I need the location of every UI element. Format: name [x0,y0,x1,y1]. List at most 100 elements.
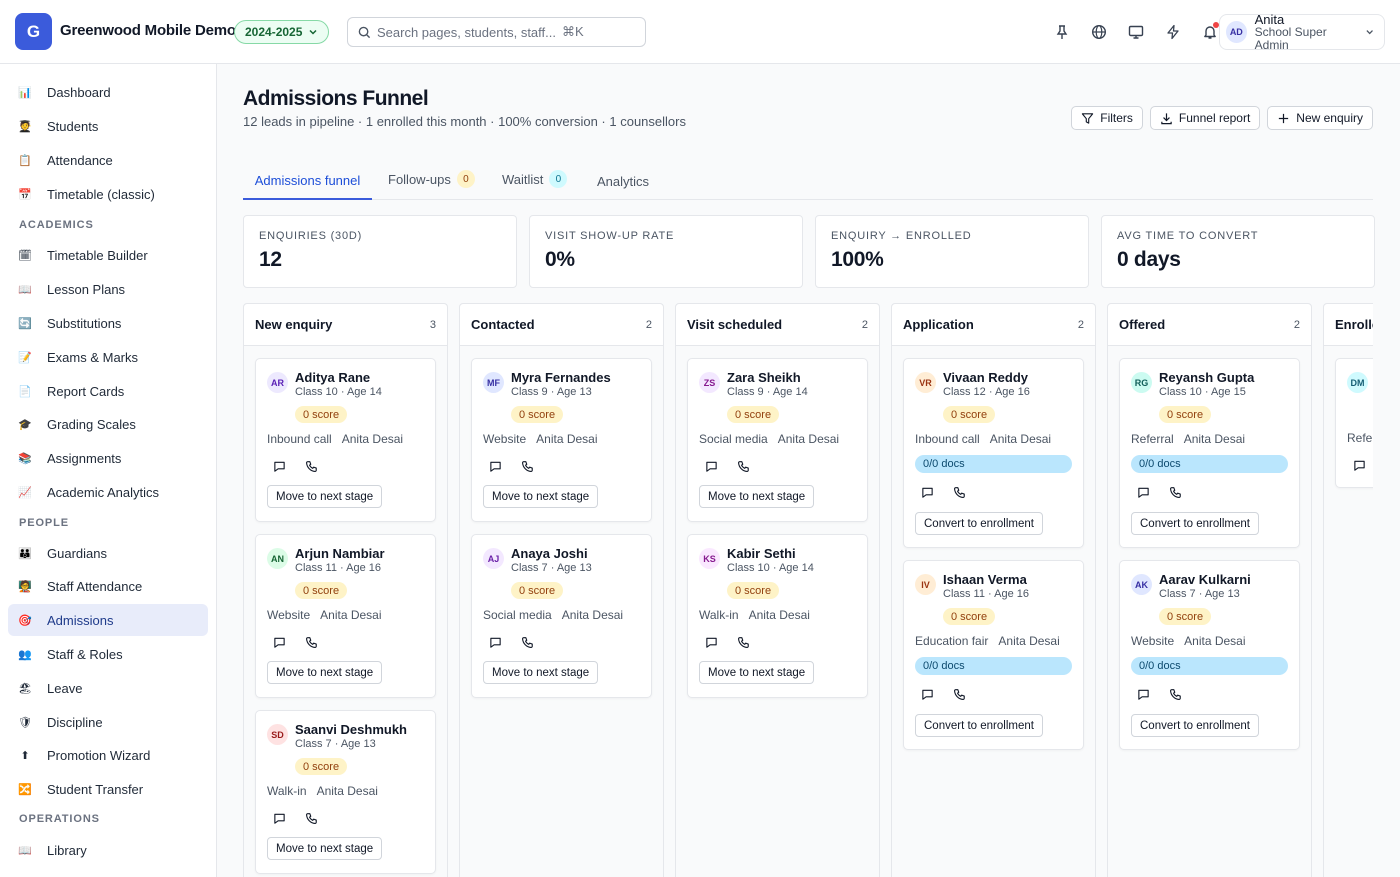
phone-icon[interactable] [737,460,750,473]
move-to-next-stage-button[interactable]: Move to next stage [483,485,599,508]
kanban-board: New enquiry 3 AR Aditya Rane Class 10 · Age … [243,303,1373,877]
lead-source: Walk-in [699,608,739,622]
message-icon[interactable] [273,460,286,473]
message-icon[interactable] [705,636,718,649]
lead-card[interactable]: MF Myra Fernandes Class 9 · Age 13 0 score W… [471,358,652,522]
filters-button[interactable]: Filters [1071,106,1143,130]
kanban-column: Visit scheduled 2 ZS Zara Sheikh Class 9 · A… [675,303,880,877]
message-icon[interactable] [1137,486,1150,499]
move-to-next-stage-button[interactable]: Move to next stage [267,837,383,860]
sidebar-item-staff-roles[interactable]: 👥 Staff & Roles [8,638,208,670]
phone-icon[interactable] [953,688,966,701]
phone-icon[interactable] [1169,688,1182,701]
funnel-report-button[interactable]: Funnel report [1149,106,1261,130]
convert-to-enrollment-button[interactable]: Convert to enrollment [1131,714,1259,737]
sidebar-item-promotion-wizard[interactable]: ⬆ Promotion Wizard [8,739,208,771]
message-icon[interactable] [489,636,502,649]
sidebar-item-admissions[interactable]: 🎯 Admissions [8,604,208,636]
global-search-input[interactable]: Search pages, students, staff... ⌘K [347,17,646,47]
lead-card[interactable]: IV Ishaan Verma Class 11 · Age 16 0 score Ed… [903,560,1084,750]
sidebar-item-label: Attendance [47,152,113,168]
tab-waitlist[interactable]: Waitlist 0 [502,160,568,198]
message-icon[interactable] [921,486,934,499]
tab-admissions-funnel[interactable]: Admissions funnel [243,162,372,200]
sidebar-item-exams-marks[interactable]: 📝 Exams & Marks [8,341,208,373]
move-to-next-stage-button[interactable]: Move to next stage [267,485,383,508]
move-to-next-stage-button[interactable]: Move to next stage [699,661,815,684]
sidebar-item-discipline[interactable]: 🛡 Discipline [8,706,208,738]
lead-card[interactable]: SD Saanvi Deshmukh Class 7 · Age 13 0 score… [255,710,436,874]
score-badge: 0 score [295,582,348,599]
sidebar-item-attendance[interactable]: 📋 Attendance [8,144,208,176]
lead-card[interactable]: AJ Anaya Joshi Class 7 · Age 13 0 score Soci… [471,534,652,698]
new-enquiry-button[interactable]: New enquiry [1267,106,1373,130]
lead-card[interactable]: AN Arjun Nambiar Class 11 · Age 16 0 score W… [255,534,436,698]
score-badge: 0 score [727,582,780,599]
lightning-icon[interactable] [1161,20,1185,44]
sidebar-item-library[interactable]: 📖 Library [8,834,208,866]
lead-card[interactable]: DM Referral [1335,358,1373,488]
lead-card[interactable]: ZS Zara Sheikh Class 9 · Age 14 0 score Soci… [687,358,868,522]
academic-year-selector[interactable]: 2024-2025 [234,20,330,44]
phone-icon[interactable] [1169,486,1182,499]
lead-card[interactable]: AK Aarav Kulkarni Class 7 · Age 13 0 score W… [1119,560,1300,750]
globe-icon[interactable] [1087,20,1111,44]
lead-class-age: Class 9 · Age 14 [727,386,808,398]
lead-card[interactable]: AR Aditya Rane Class 10 · Age 14 0 score Inb… [255,358,436,522]
sidebar-item-dashboard[interactable]: 📊 Dashboard [8,76,208,108]
sidebar-item-substitutions[interactable]: 🔄 Substitutions [8,307,208,339]
message-icon[interactable] [921,688,934,701]
sidebar-item-report-cards[interactable]: 📄 Report Cards [8,375,208,407]
tab-analytics[interactable]: Analytics [597,162,649,200]
phone-icon[interactable] [305,460,318,473]
sidebar-item-students[interactable]: 🧑‍🎓 Students [8,110,208,142]
sidebar-item-academic-analytics[interactable]: 📈 Academic Analytics [8,476,208,508]
filter-icon [1082,112,1094,124]
phone-icon[interactable] [305,812,318,825]
phone-icon[interactable] [521,460,534,473]
sidebar-item-leave[interactable]: 🏖 Leave [8,672,208,704]
user-menu[interactable]: AD Anita School Super Admin [1219,13,1385,51]
move-to-next-stage-button[interactable]: Move to next stage [699,485,815,508]
convert-to-enrollment-button[interactable]: Convert to enrollment [1131,512,1259,535]
message-icon[interactable] [1137,688,1150,701]
phone-icon[interactable] [737,636,750,649]
message-icon[interactable] [705,460,718,473]
lead-card[interactable]: VR Vivaan Reddy Class 12 · Age 16 0 score In… [903,358,1084,548]
sidebar-item-timetable-classic[interactable]: 📅 Timetable (classic) [8,178,208,210]
sidebar-item-student-transfer[interactable]: 🔀 Student Transfer [8,773,208,805]
avatar: AN [267,548,288,569]
lead-class-age: Class 7 · Age 13 [511,562,592,574]
sidebar-item-guardians[interactable]: 👪 Guardians [8,537,208,569]
app-logo[interactable]: G [15,13,52,50]
message-icon[interactable] [273,812,286,825]
lead-card[interactable]: KS Kabir Sethi Class 10 · Age 14 0 score Wal… [687,534,868,698]
monitor-icon[interactable] [1124,20,1148,44]
score-badge: 0 score [511,406,564,423]
kanban-column: Contacted 2 MF Myra Fernandes Class 9 · Age … [459,303,664,877]
move-to-next-stage-button[interactable]: Move to next stage [483,661,599,684]
sidebar-item-timetable-builder[interactable]: 🗓 Timetable Builder [8,239,208,271]
avatar: AK [1131,574,1152,595]
sidebar-item-staff-attendance[interactable]: 🧑‍🏫 Staff Attendance [8,570,208,602]
message-icon[interactable] [273,636,286,649]
phone-icon[interactable] [305,636,318,649]
message-icon[interactable] [1353,459,1366,472]
move-to-next-stage-button[interactable]: Move to next stage [267,661,383,684]
lead-owner: Anita Desai [341,432,404,446]
tab-follow-ups[interactable]: Follow-ups 0 [388,160,475,198]
phone-icon[interactable] [521,636,534,649]
bell-icon[interactable] [1198,20,1222,44]
pin-icon[interactable] [1050,20,1074,44]
convert-to-enrollment-button[interactable]: Convert to enrollment [915,512,1043,535]
avatar: IV [915,574,936,595]
convert-to-enrollment-button[interactable]: Convert to enrollment [915,714,1043,737]
phone-icon[interactable] [953,486,966,499]
message-icon[interactable] [489,460,502,473]
stat-card: ENQUIRY → ENROLLED 100% [815,215,1089,288]
docs-progress: 0/0 docs [1131,657,1288,675]
sidebar-item-grading-scales[interactable]: 🎓 Grading Scales [8,408,208,440]
sidebar-item-assignments[interactable]: 📚 Assignments [8,442,208,474]
lead-card[interactable]: RG Reyansh Gupta Class 10 · Age 15 0 score R… [1119,358,1300,548]
sidebar-item-lesson-plans[interactable]: 📖 Lesson Plans [8,273,208,305]
